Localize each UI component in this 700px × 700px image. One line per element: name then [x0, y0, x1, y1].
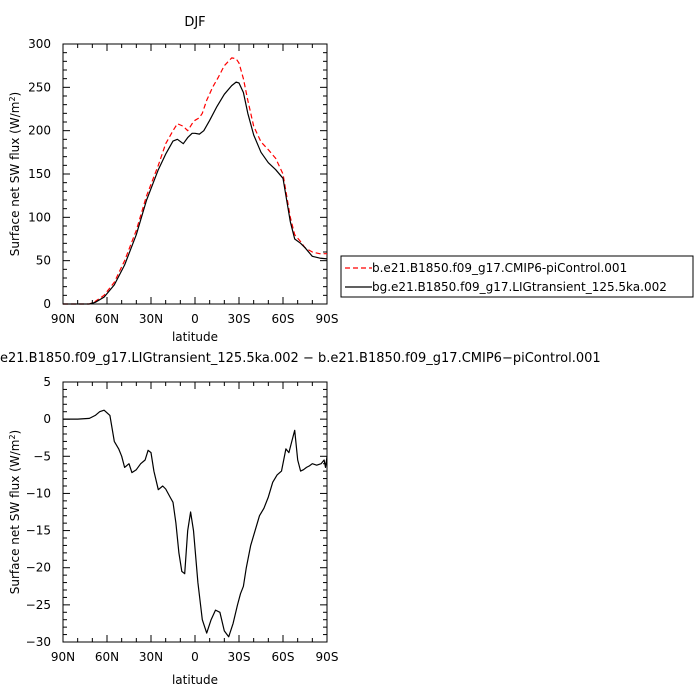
y-tick-label: −30: [26, 635, 51, 649]
bottom-x-tick-labels: 90N 60N 30N 0 30S 60S 90S: [51, 650, 339, 664]
top-panel: DJF 90N 60N 30N 0 30S 60S 90S 0 50 100 150 200 250 3…: [8, 15, 694, 344]
bottom-chart-title: bg.e21.B1850.f09_g17.LIGtransient_125.5k…: [0, 351, 601, 366]
top-chart-title: DJF: [184, 15, 205, 30]
x-tick-label: 90S: [316, 312, 339, 326]
x-tick-label: 30S: [228, 312, 251, 326]
bottom-plot-area: [62, 381, 328, 643]
series-line-1-0: [63, 409, 328, 638]
y-tick-label: −10: [26, 486, 51, 500]
top-x-tick-labels: 90N 60N 30N 0 30S 60S 90S: [51, 312, 339, 326]
legend-label-ligtransient: bg.e21.B1850.f09_g17.LIGtransient_125.5k…: [372, 280, 667, 294]
x-tick-label: 60S: [272, 312, 295, 326]
x-tick-label: 60S: [272, 650, 295, 664]
top-plot-frame: [62, 43, 328, 305]
top-plot-area: [62, 43, 328, 305]
y-tick-label: −15: [26, 524, 51, 538]
legend: b.e21.B1850.f09_g17.CMIP6-piControl.001 …: [340, 255, 694, 298]
x-tick-label: 30N: [139, 312, 163, 326]
y-tick-label: −20: [26, 561, 51, 575]
bottom-y-tick-labels: 5 0 −5 −10 −15 −20 −25 −30: [26, 375, 51, 649]
x-tick-label: 0: [191, 650, 199, 664]
x-tick-label: 90S: [316, 650, 339, 664]
y-tick-label: 100: [28, 210, 51, 224]
bottom-x-axis-title: latitude: [172, 673, 218, 687]
x-tick-label: 90N: [51, 312, 75, 326]
x-tick-label: 30N: [139, 650, 163, 664]
y-tick-label: 300: [28, 37, 51, 51]
y-tick-label: −25: [26, 598, 51, 612]
x-tick-label: 0: [191, 312, 199, 326]
y-tick-label: 150: [28, 167, 51, 181]
bottom-panel: bg.e21.B1850.f09_g17.LIGtransient_125.5k…: [0, 351, 601, 687]
bottom-plot-frame: [62, 381, 328, 643]
series-line-0-1: [63, 81, 328, 305]
y-tick-label: 0: [43, 297, 51, 311]
top-x-axis-title: latitude: [172, 330, 218, 344]
bottom-y-axis-title: Surface net SW flux (W/m2): [8, 430, 23, 594]
top-y-axis-title: Surface net SW flux (W/m2): [8, 92, 23, 256]
x-tick-label: 60N: [95, 312, 119, 326]
legend-label-picontrol: b.e21.B1850.f09_g17.CMIP6-piControl.001: [372, 261, 627, 275]
y-tick-label: 50: [36, 254, 51, 268]
y-tick-label: 5: [43, 375, 51, 389]
legend-box: [340, 255, 694, 298]
series-line-0-0: [63, 57, 327, 305]
y-tick-label: 200: [28, 124, 51, 138]
x-tick-label: 30S: [228, 650, 251, 664]
top-y-tick-labels: 0 50 100 150 200 250 300: [28, 37, 51, 311]
x-tick-label: 60N: [95, 650, 119, 664]
y-tick-label: −5: [33, 449, 51, 463]
y-tick-label: 250: [28, 80, 51, 94]
x-tick-label: 90N: [51, 650, 75, 664]
y-tick-label: 0: [43, 412, 51, 426]
